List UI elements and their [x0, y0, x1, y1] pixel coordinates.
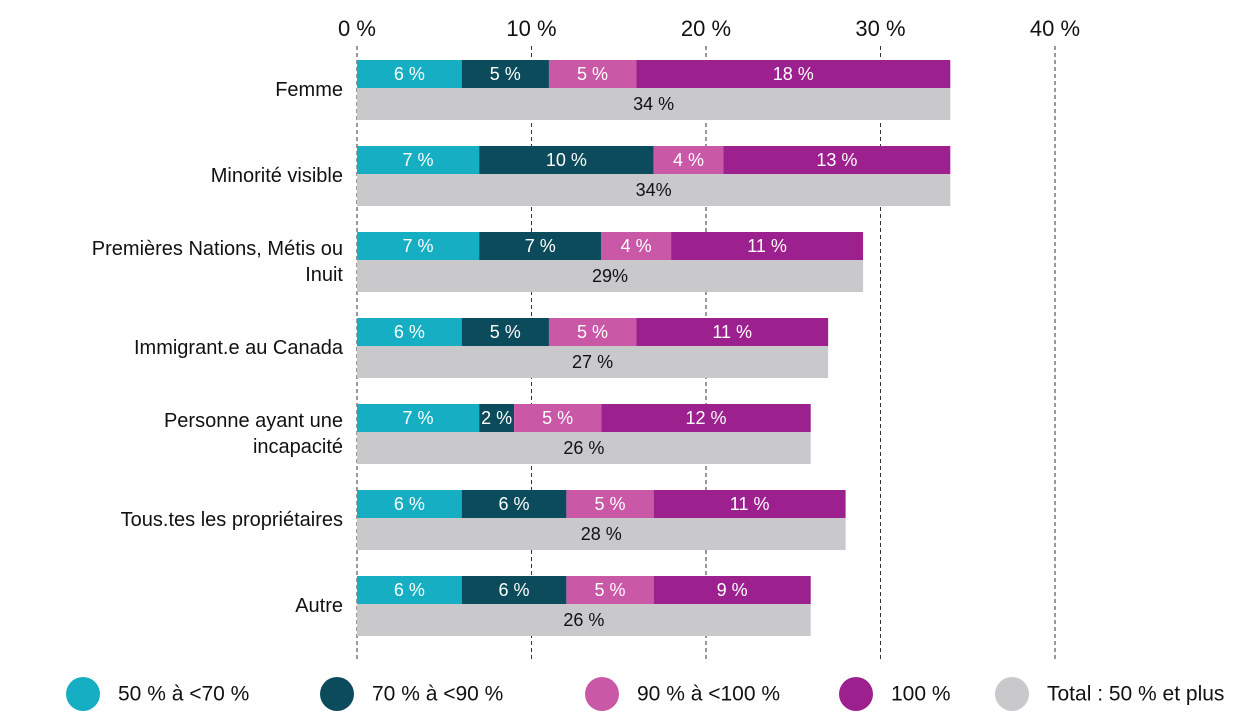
bar-segment: [601, 232, 672, 260]
data-label: 5 %: [595, 494, 626, 514]
legend-swatch: [995, 677, 1029, 711]
data-label: 4 %: [621, 236, 652, 256]
bar-segment: [566, 576, 654, 604]
data-label: 4 %: [673, 150, 704, 170]
legend-swatch: [839, 677, 873, 711]
bar-segment: [514, 404, 602, 432]
bar-segment: [357, 232, 480, 260]
legend-swatch: [66, 677, 100, 711]
bar-segment: [479, 232, 602, 260]
data-label: 7 %: [403, 150, 434, 170]
x-tick-label: 0 %: [338, 16, 376, 41]
data-label: 7 %: [403, 236, 434, 256]
legend-label: 70 % à <90 %: [372, 683, 503, 706]
total-bar: [357, 346, 829, 378]
data-label: 7 %: [525, 236, 556, 256]
data-label: 6 %: [499, 580, 530, 600]
data-label: 11 %: [712, 322, 752, 342]
bar-segment: [357, 404, 480, 432]
data-label: 5 %: [595, 580, 626, 600]
data-label: 5 %: [542, 408, 573, 428]
category-label: Tous.tes les propriétaires: [120, 509, 343, 531]
category-label: Personne ayant une incapacité: [163, 410, 343, 458]
legend-label: 100 %: [891, 683, 951, 706]
data-label: 11 %: [730, 494, 770, 514]
data-label: 12 %: [685, 408, 726, 428]
total-label: 29%: [592, 266, 628, 286]
bar-segment: [357, 60, 462, 88]
data-label: 10 %: [546, 150, 587, 170]
data-label: 6 %: [394, 322, 425, 342]
category-label: Premières Nations, Métis ou Inuit: [91, 238, 343, 286]
total-label: 26 %: [563, 610, 604, 630]
bar-segment: [601, 404, 811, 432]
data-label: 5 %: [490, 322, 521, 342]
category-label: Autre: [295, 595, 343, 617]
data-label: 6 %: [394, 494, 425, 514]
category-label: Minorité visible: [210, 165, 343, 187]
bar-segment: [461, 576, 567, 604]
data-label: 13 %: [816, 150, 857, 170]
bar-segment: [548, 318, 637, 346]
bar-segment: [653, 576, 811, 604]
data-label: 6 %: [499, 494, 530, 514]
bar-segment: [357, 576, 462, 604]
data-label: 7 %: [403, 408, 434, 428]
data-label: 5 %: [490, 64, 521, 84]
total-bar: [357, 174, 951, 206]
bar-segment: [461, 490, 567, 518]
total-label: 34 %: [633, 94, 674, 114]
total-bar: [357, 88, 951, 120]
category-label: Immigrant.e au Canada: [133, 337, 343, 359]
bar-segment: [461, 60, 549, 88]
x-tick-label: 40 %: [1030, 16, 1080, 41]
bar-segment: [636, 318, 829, 346]
total-bar: [357, 518, 846, 550]
total-bar: [357, 604, 811, 636]
bar-segment: [479, 146, 654, 174]
data-label: 11 %: [747, 236, 787, 256]
legend-label: 90 % à <100 %: [637, 683, 780, 706]
total-label: 26 %: [563, 438, 604, 458]
total-bar: [357, 260, 864, 292]
bar-segment: [636, 60, 951, 88]
data-label: 5 %: [577, 64, 608, 84]
x-tick-label: 20 %: [681, 16, 731, 41]
legend-label: Total : 50 % et plus: [1047, 683, 1224, 706]
total-bar: [357, 432, 811, 464]
total-label: 34%: [636, 180, 672, 200]
total-label: 27 %: [572, 352, 613, 372]
data-label: 6 %: [394, 580, 425, 600]
x-tick-label: 10 %: [506, 16, 556, 41]
bar-segment: [357, 318, 462, 346]
bar-segment: [357, 490, 462, 518]
bar-segment: [653, 490, 846, 518]
x-tick-label: 30 %: [855, 16, 905, 41]
data-label: 5 %: [577, 322, 608, 342]
legend-swatch: [320, 677, 354, 711]
bar-segment: [461, 318, 549, 346]
data-label: 2 %: [481, 408, 512, 428]
bar-segment: [357, 146, 480, 174]
legend-swatch: [585, 677, 619, 711]
bar-segment: [671, 232, 864, 260]
data-label: 18 %: [773, 64, 814, 84]
data-label: 9 %: [717, 580, 748, 600]
bar-segment: [653, 146, 724, 174]
total-label: 28 %: [581, 524, 622, 544]
bar-segment: [548, 60, 637, 88]
category-label: Femme: [275, 79, 343, 101]
legend-label: 50 % à <70 %: [118, 683, 249, 706]
bar-segment: [566, 490, 654, 518]
bar-segment: [479, 404, 515, 432]
data-label: 6 %: [394, 64, 425, 84]
bar-segment: [723, 146, 951, 174]
